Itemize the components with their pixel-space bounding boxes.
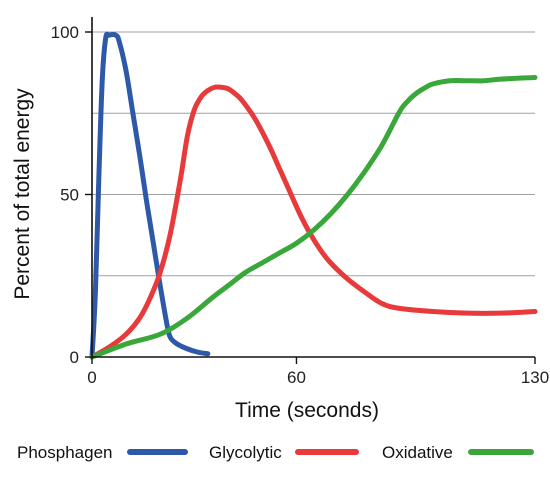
y-axis-title: Percent of total energy [11,88,34,300]
series-line-glycolytic [89,84,538,360]
y-tick-label-0: 0 [70,348,79,367]
x-tick-label-0: 0 [87,368,96,387]
axes-layer [91,17,535,358]
series-line-oxidative [89,75,538,360]
legend-label-glycolytic: Glycolytic [209,443,282,462]
y-tick-label-50: 50 [60,186,79,205]
tick-layer: 0 50 100 0 60 130 [51,23,550,387]
legend-label-oxidative: Oxidative [382,443,453,462]
legend-label-phosphagen: Phosphagen [17,443,112,462]
legend-item-phosphagen: Phosphagen [17,443,188,462]
x-tick-label-130: 130 [521,368,549,387]
x-tick-label-60: 60 [287,368,306,387]
legend: Phosphagen Glycolytic Oxidative [17,443,534,462]
grid-layer [92,31,535,277]
legend-item-glycolytic: Glycolytic [209,443,359,462]
y-tick-label-100: 100 [51,23,79,42]
series-layer [89,31,538,360]
series-line-phosphagen [89,31,211,360]
x-axis-title: Time (seconds) [235,399,379,422]
legend-item-oxidative: Oxidative [382,443,534,462]
